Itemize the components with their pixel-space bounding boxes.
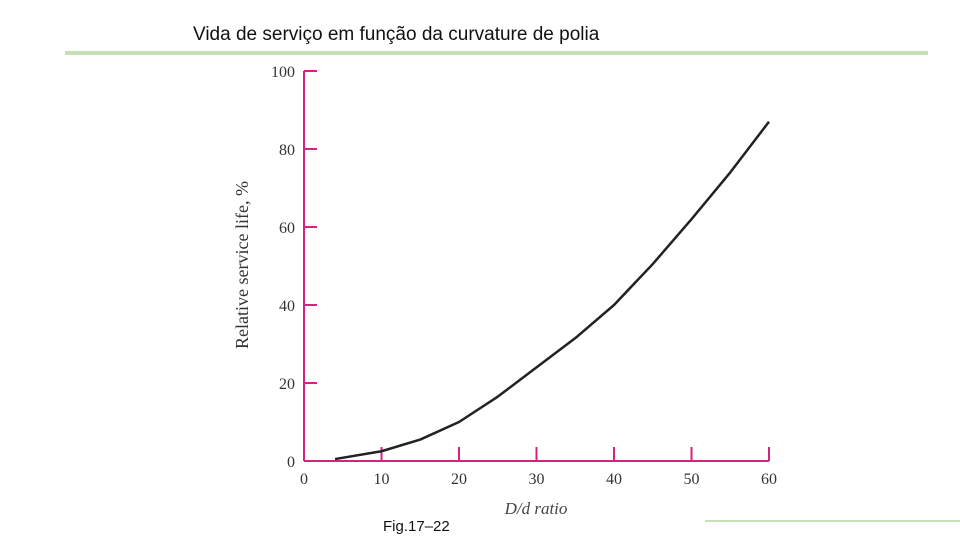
x-tick-label: 30	[529, 471, 545, 488]
y-axis-label: Relative service life, %	[232, 181, 252, 349]
y-tick-label: 100	[271, 64, 295, 81]
y-tick-label: 40	[279, 298, 295, 315]
x-tick-label: 0	[300, 471, 308, 488]
x-axis-label: D/d ratio	[504, 499, 568, 518]
caption: Fig.17–22	[383, 518, 450, 535]
x-tick-label: 60	[761, 471, 777, 488]
y-tick-label: 60	[279, 220, 295, 237]
x-tick-label: 40	[606, 471, 622, 488]
y-tick-label: 80	[279, 142, 295, 159]
y-tick-label: 20	[279, 376, 295, 393]
x-tick-label: 10	[374, 471, 390, 488]
x-tick-label: 50	[684, 471, 700, 488]
y-tick-label: 0	[287, 454, 295, 471]
data-line	[334, 120, 770, 461]
x-tick-label: 20	[451, 471, 467, 488]
slide-title: Vida de serviço em função da curvature d…	[193, 24, 600, 45]
